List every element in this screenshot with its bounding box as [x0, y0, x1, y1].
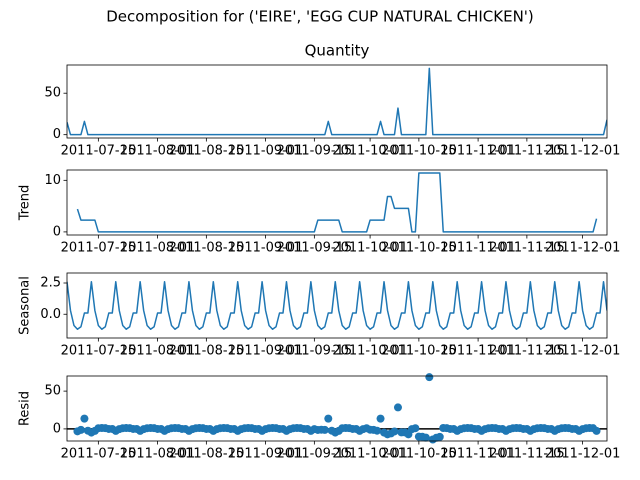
- axes-frame: [66, 169, 608, 236]
- x-tick-label: 2011-12-01: [545, 447, 621, 462]
- data-point: [393, 403, 402, 412]
- x-tick-label: 2011-08-15: [169, 241, 245, 256]
- x-tick-label: 2011-09-15: [277, 241, 353, 256]
- x-tick-label: 2011-11-01: [440, 144, 516, 159]
- x-tick-label: 2011-11-01: [440, 241, 516, 256]
- y-axis-label: Trend: [18, 185, 33, 222]
- y-tick-label: 0: [53, 421, 61, 436]
- data-point: [320, 425, 329, 434]
- data-point: [390, 427, 399, 436]
- data-line: [67, 67, 607, 136]
- axes-frame: [66, 375, 608, 442]
- axes-frame: [66, 272, 608, 339]
- data-point: [76, 425, 85, 434]
- y-tick-label: 50: [44, 86, 61, 101]
- x-tick-label: 2011-12-01: [545, 344, 621, 359]
- data-point: [592, 426, 601, 435]
- y-tick-label: 0: [53, 224, 61, 239]
- x-tick-label: 2011-09-15: [277, 344, 353, 359]
- x-tick-label: 2011-10-15: [381, 241, 457, 256]
- x-tick-label: 2011-08-01: [120, 344, 196, 359]
- data-line: [67, 281, 607, 330]
- y-tick-label: 2.5: [40, 276, 61, 291]
- axes-frame: [66, 64, 608, 139]
- data-point: [376, 414, 385, 423]
- x-tick-label: 2011-11-01: [440, 447, 516, 462]
- x-tick-label: 2011-09-01: [228, 344, 304, 359]
- x-tick-label: 2011-11-15: [489, 447, 565, 462]
- x-tick-label: 2011-10-15: [381, 344, 457, 359]
- x-tick-label: 2011-08-01: [120, 447, 196, 462]
- y-tick-label: 0: [53, 127, 61, 142]
- y-axis-label: Seasonal: [18, 276, 33, 335]
- x-tick-label: 2011-11-15: [489, 344, 565, 359]
- y-tick-label: 10: [44, 173, 61, 188]
- x-tick-label: 2011-12-01: [545, 144, 621, 159]
- x-tick-label: 2011-09-01: [228, 144, 304, 159]
- x-tick-label: 2011-10-01: [332, 447, 408, 462]
- x-tick-label: 2011-08-01: [120, 241, 196, 256]
- data-point: [373, 426, 382, 435]
- x-tick-label: 2011-09-01: [228, 447, 304, 462]
- x-tick-label: 2011-09-15: [277, 144, 353, 159]
- x-tick-label: 2011-10-15: [381, 144, 457, 159]
- data-point: [411, 424, 420, 433]
- x-tick-label: 2011-09-01: [228, 241, 304, 256]
- chart-title: Decomposition for ('EIRE', 'EGG CUP NATU…: [106, 8, 534, 26]
- x-tick-label: 2011-11-15: [489, 241, 565, 256]
- x-tick-label: 2011-08-01: [120, 144, 196, 159]
- data-point: [80, 414, 89, 423]
- y-axis-label: Resid: [18, 391, 33, 426]
- x-tick-label: 2011-10-01: [332, 144, 408, 159]
- x-tick-label: 2011-08-15: [169, 344, 245, 359]
- x-tick-label: 2011-07-15: [61, 344, 137, 359]
- data-line: [76, 172, 598, 233]
- x-tick-label: 2011-07-15: [61, 241, 137, 256]
- x-tick-label: 2011-11-15: [489, 144, 565, 159]
- y-tick-label: 50: [44, 384, 61, 399]
- x-tick-label: 2011-12-01: [545, 241, 621, 256]
- x-tick-label: 2011-07-15: [61, 144, 137, 159]
- x-tick-label: 2011-07-15: [61, 447, 137, 462]
- x-tick-label: 2011-08-15: [169, 447, 245, 462]
- data-point: [324, 414, 333, 423]
- x-tick-label: 2011-10-15: [381, 447, 457, 462]
- x-tick-label: 2011-10-01: [332, 241, 408, 256]
- panel-title: Quantity: [305, 42, 370, 60]
- y-tick-label: 0.0: [40, 307, 61, 322]
- x-tick-label: 2011-11-01: [440, 344, 516, 359]
- x-tick-label: 2011-09-15: [277, 447, 353, 462]
- x-tick-label: 2011-10-01: [332, 344, 408, 359]
- data-point: [425, 373, 434, 382]
- data-point: [435, 432, 444, 441]
- data-point: [421, 433, 430, 442]
- x-tick-label: 2011-08-15: [169, 144, 245, 159]
